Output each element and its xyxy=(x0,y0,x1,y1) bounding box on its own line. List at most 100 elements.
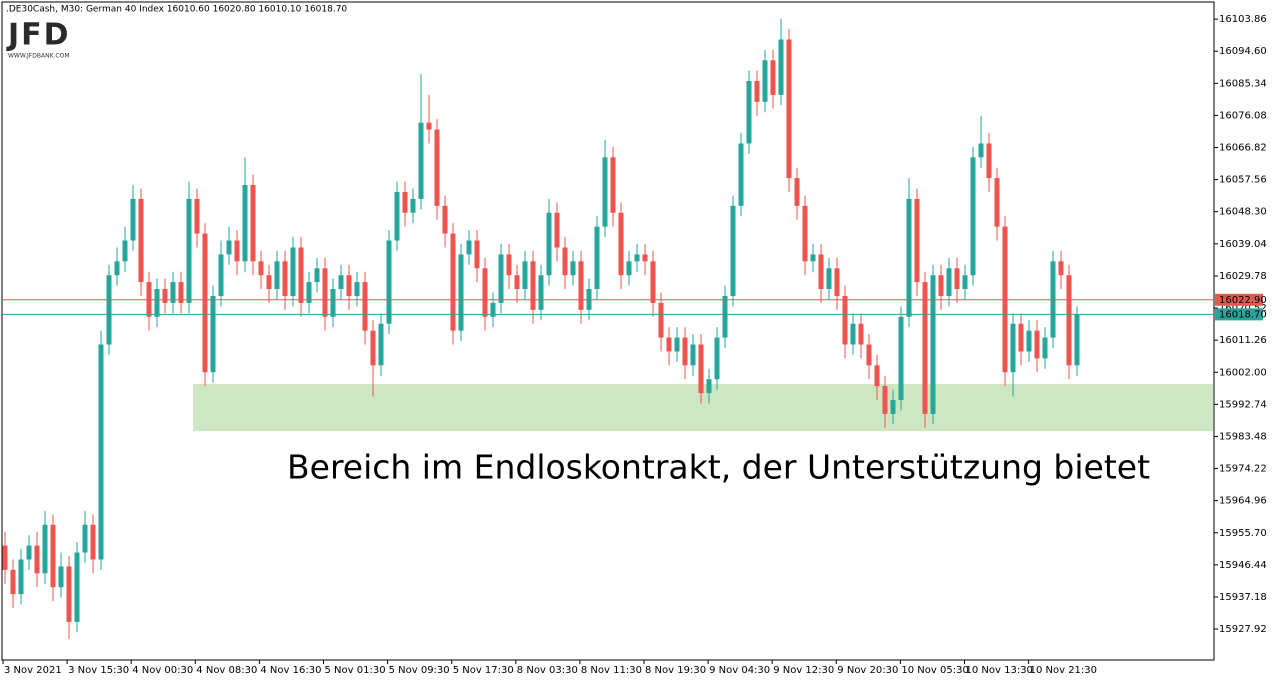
candle-body xyxy=(810,254,816,262)
candle-body xyxy=(138,198,144,283)
candle-body xyxy=(682,337,688,366)
candle-body xyxy=(818,254,824,290)
candle-body xyxy=(930,275,936,414)
x-tick-label: 3 Nov 2021 xyxy=(4,665,62,676)
candle-body xyxy=(482,268,488,317)
candle-body xyxy=(690,344,696,366)
candle-body xyxy=(242,185,248,262)
logo-url: WWW.JFDBANK.COM xyxy=(8,53,70,60)
candle-body xyxy=(234,240,240,262)
y-tick-label: 16094.60 xyxy=(1219,46,1267,57)
y-tick-label: 16066.82 xyxy=(1219,143,1267,154)
candle-body xyxy=(874,365,880,387)
candle-body xyxy=(906,198,912,317)
candle-body xyxy=(602,157,608,227)
candle-body xyxy=(746,81,752,144)
candle-body xyxy=(378,323,384,366)
x-tick-label: 9 Nov 20:30 xyxy=(837,665,898,676)
candle-body xyxy=(994,178,1000,227)
candle-body xyxy=(490,302,496,317)
candle-body xyxy=(778,39,784,95)
candle-body xyxy=(338,275,344,290)
x-tick-label: 9 Nov 04:30 xyxy=(709,665,770,676)
x-tick-label: 5 Nov 17:30 xyxy=(453,665,514,676)
y-tick-label: 16076.08 xyxy=(1219,110,1267,121)
x-tick-label: 4 Nov 00:30 xyxy=(132,665,193,676)
candle-body xyxy=(130,198,136,241)
y-tick-label: 16029.78 xyxy=(1219,271,1267,282)
candle-body xyxy=(842,295,848,345)
y-tick-label: 16057.56 xyxy=(1219,175,1267,186)
y-tick-label: 15964.96 xyxy=(1219,496,1267,507)
candle-body xyxy=(218,254,224,296)
candle-body xyxy=(890,399,896,414)
candle-body xyxy=(546,212,552,276)
candle-body xyxy=(274,261,280,290)
candle-body xyxy=(970,157,976,276)
candle-body xyxy=(178,282,184,303)
candle-body xyxy=(114,261,120,276)
x-tick-label: 5 Nov 09:30 xyxy=(389,665,450,676)
candle-body xyxy=(98,344,104,560)
y-tick-label: 15974.22 xyxy=(1219,464,1267,475)
x-tick-label: 4 Nov 08:30 xyxy=(196,665,257,676)
candle-body xyxy=(10,569,16,595)
candle-body xyxy=(66,566,72,622)
candle-body xyxy=(514,275,520,290)
candle-body xyxy=(658,302,664,338)
x-tick-label: 10 Nov 13:30 xyxy=(966,665,1033,676)
candle-body xyxy=(82,524,88,553)
candle-body xyxy=(434,129,440,206)
y-tick-label: 15946.44 xyxy=(1219,560,1267,571)
candle-body xyxy=(1058,261,1064,276)
candle-body xyxy=(698,344,704,394)
candle-body xyxy=(506,254,512,276)
candle-body xyxy=(666,337,672,352)
candle-body xyxy=(1026,330,1032,352)
candle-body xyxy=(450,233,456,331)
candle-body xyxy=(154,289,160,317)
candle-body xyxy=(754,81,760,102)
y-tick-label: 16011.26 xyxy=(1219,335,1267,346)
candle-body xyxy=(762,60,768,102)
candle-body xyxy=(858,323,864,345)
y-tick-label: 16002.00 xyxy=(1219,367,1267,378)
y-tick-label: 16039.04 xyxy=(1219,239,1267,250)
candle-body xyxy=(298,247,304,303)
candle-body xyxy=(346,275,352,296)
candle-body xyxy=(738,143,744,206)
chart-header: .DE30Cash, M30: German 40 Index 16010.60… xyxy=(6,5,347,15)
candle-body xyxy=(1010,323,1016,373)
candle-body xyxy=(730,205,736,296)
candle-body xyxy=(34,545,40,574)
candle-body xyxy=(282,261,288,296)
candle-body xyxy=(650,261,656,303)
candle-body xyxy=(58,566,64,588)
candle-body xyxy=(626,261,632,276)
candle-body xyxy=(250,185,256,262)
price-label-box xyxy=(1215,308,1263,321)
candle-body xyxy=(42,524,48,574)
candle-body xyxy=(722,295,728,338)
candle-body xyxy=(90,524,96,560)
candle-body xyxy=(2,545,8,570)
candle-body xyxy=(394,191,400,241)
candle-body xyxy=(474,240,480,269)
candle-body xyxy=(978,143,984,158)
x-tick-label: 8 Nov 03:30 xyxy=(517,665,578,676)
candle-body xyxy=(826,268,832,290)
x-tick-label: 5 Nov 01:30 xyxy=(325,665,386,676)
y-tick-label: 15937.18 xyxy=(1219,592,1267,603)
candle-body xyxy=(834,268,840,296)
candle-body xyxy=(610,157,616,213)
candle-body xyxy=(1018,323,1024,352)
candle-body xyxy=(194,198,200,234)
candle-body xyxy=(914,198,920,283)
candle-body xyxy=(794,178,800,206)
candle-body xyxy=(266,275,272,290)
candle-body xyxy=(706,379,712,394)
price-label: 16018.70 xyxy=(1219,309,1267,320)
candle-body xyxy=(50,524,56,588)
candle-body xyxy=(530,261,536,310)
